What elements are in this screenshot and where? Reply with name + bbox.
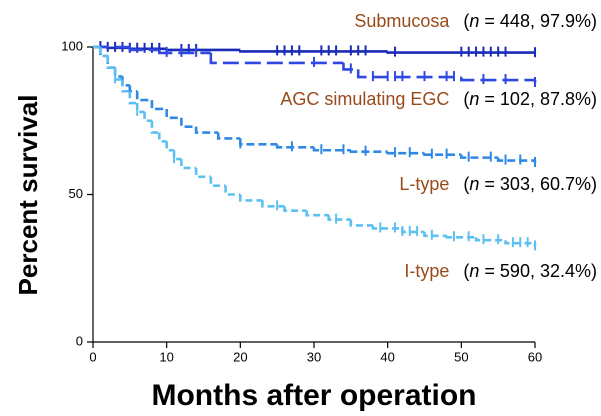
survival-step: [283, 206, 307, 213]
survival-step: [209, 176, 226, 187]
series-name: Submucosa: [354, 11, 450, 31]
series-annotation: Submucosa (n = 448, 97.9%): [354, 11, 597, 31]
survival-step: [327, 215, 351, 221]
x-tick-label: 30: [307, 349, 321, 364]
survival-step: [128, 47, 167, 51]
survival-step: [371, 225, 403, 230]
survival-step: [194, 126, 219, 134]
survival-step: [349, 219, 373, 227]
series-stat: n: [469, 11, 479, 31]
x-tick-label: 0: [89, 349, 96, 364]
survival-step: [239, 49, 388, 53]
survival-step: [342, 62, 359, 71]
survival-step: [423, 153, 462, 156]
survival-step: [239, 138, 278, 146]
y-axis-title: Percent survival: [13, 95, 43, 296]
survival-step: [165, 48, 241, 52]
survival-step: [216, 132, 241, 140]
survival-step: [172, 150, 182, 161]
series-name: I-type: [404, 261, 449, 281]
series-annotation: L-type (n = 303, 60.7%): [399, 174, 597, 194]
x-tick-label: 50: [454, 349, 468, 364]
series-stat: n: [469, 261, 479, 281]
x-tick-label: 60: [528, 349, 542, 364]
survival-step: [135, 103, 145, 114]
survival-step: [158, 49, 211, 55]
survival-step: [150, 120, 160, 134]
survival-step: [99, 47, 108, 58]
x-tick-label: 10: [159, 349, 173, 364]
series-stat: n: [469, 89, 479, 109]
survival-step: [261, 200, 285, 208]
survival-step: [150, 100, 167, 111]
survival-step: [158, 132, 167, 143]
series-annotation: I-type (n = 590, 32.4%): [404, 261, 597, 281]
series-stat: = 448, 97.9%): [479, 11, 597, 31]
series-annotation: AGC simulating EGC (n = 102, 87.8%): [280, 89, 597, 109]
survival-step: [275, 144, 314, 149]
survival-step: [349, 150, 388, 154]
survival-step: [401, 228, 425, 234]
series-stat: = 102, 87.8%): [479, 89, 597, 109]
series-stat: (: [463, 89, 469, 109]
survival-step: [386, 151, 425, 155]
y-tick-label: 50: [69, 186, 83, 201]
survival-step: [496, 157, 535, 162]
series-name: AGC simulating EGC: [280, 89, 449, 109]
survival-step: [180, 117, 197, 128]
series-stat: (: [463, 174, 469, 194]
survival-step: [460, 154, 499, 159]
survival-step: [128, 85, 138, 93]
survival-step: [165, 108, 182, 120]
survival-step: [128, 91, 138, 105]
survival-step: [239, 194, 263, 202]
survival-step: [209, 52, 344, 65]
series-name: L-type: [399, 174, 449, 194]
x-axis-title: Months after operation: [151, 379, 476, 412]
survival-step: [224, 185, 241, 196]
survival-step: [135, 91, 152, 102]
survival-step: [445, 235, 477, 239]
survival-step: [386, 51, 535, 54]
survival-step: [504, 240, 535, 245]
survival-step: [356, 69, 462, 79]
series-stat: n: [469, 174, 479, 194]
survival-step: [460, 77, 535, 82]
survival-step: [143, 111, 152, 123]
series-stat: = 590, 32.4%): [479, 261, 597, 281]
x-tick-label: 40: [380, 349, 394, 364]
x-tick-label: 20: [233, 349, 247, 364]
survival-step: [194, 167, 211, 179]
y-tick-label: 0: [76, 333, 83, 348]
series-stat: (: [463, 11, 469, 31]
survival-step: [121, 79, 130, 93]
series-stat: (: [463, 261, 469, 281]
survival-step: [165, 141, 175, 152]
survival-step: [474, 237, 506, 242]
series-stat: = 303, 60.7%): [479, 174, 597, 194]
y-tick-label: 100: [61, 38, 83, 53]
survival-step: [128, 47, 160, 52]
survival-step: [106, 55, 116, 69]
survival-step: [180, 159, 197, 170]
survival-step: [423, 231, 447, 238]
survival-step: [305, 210, 329, 217]
survival-step: [312, 147, 351, 152]
